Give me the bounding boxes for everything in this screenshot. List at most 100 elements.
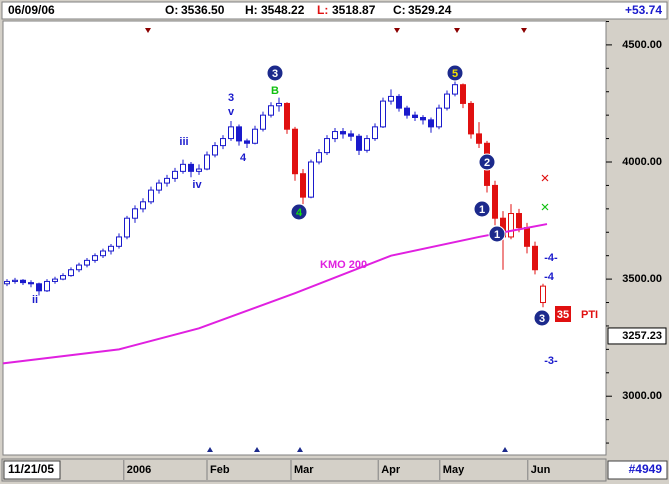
candle-body (300, 173, 306, 198)
plot-area (2, 20, 607, 456)
candle-body (44, 280, 50, 292)
candle-body (244, 140, 250, 144)
top-markers (145, 28, 527, 33)
candle-body (348, 133, 354, 137)
candle-body (76, 264, 82, 271)
y-axis-panel (607, 21, 667, 455)
candle-body (172, 170, 178, 179)
candle-body (284, 102, 290, 130)
candle-body (460, 84, 466, 104)
high-value: 3548.22 (261, 3, 305, 17)
candle-body (212, 145, 218, 156)
x-tick-label: 2006 (127, 464, 151, 476)
x-tick-label: Apr (381, 464, 401, 476)
high-label: H: (245, 3, 258, 17)
candle-body (452, 84, 458, 95)
open-label: O: (165, 3, 178, 17)
candle-body (428, 119, 434, 128)
close-label: C: (393, 3, 406, 17)
wave-label: -4- (544, 252, 558, 264)
wave-label: ii (32, 294, 38, 306)
wave-circle (473, 200, 491, 218)
candle-body (316, 152, 322, 163)
x-tick-label: Mar (294, 464, 314, 476)
low-label: L: (317, 3, 328, 17)
open-value: 3536.50 (181, 3, 225, 17)
candle-body (468, 102, 474, 135)
candle-body (84, 259, 90, 266)
candle-body (364, 138, 370, 151)
candle-body (52, 278, 58, 282)
candle-body (180, 163, 186, 172)
wave-label: 3 (228, 92, 234, 104)
candle-body (28, 282, 34, 285)
price-marker-box (607, 327, 667, 345)
candle-body (388, 95, 394, 102)
candle-body (196, 168, 202, 172)
wave-label: B (271, 85, 279, 97)
candle-body (100, 250, 106, 257)
wave-label: v (228, 106, 235, 118)
candle-body (340, 131, 346, 135)
wave-label: PTI (581, 309, 598, 321)
candle-body (228, 126, 234, 140)
y-tick-label: 4500.00 (622, 39, 662, 51)
candle-body (124, 217, 130, 238)
signal-marks (541, 174, 549, 211)
candle-body (524, 227, 530, 247)
start-date: 11/21/05 (8, 462, 54, 476)
low-value: 3518.87 (332, 3, 376, 17)
header-bar (1, 1, 668, 20)
wave-label: 3 (539, 313, 545, 325)
y-tick-label: 3000.00 (622, 390, 662, 402)
candle-body (276, 102, 282, 107)
start-date-box (3, 460, 61, 480)
candle-body (420, 116, 426, 121)
candle-body (12, 279, 18, 282)
candle-body (68, 269, 74, 277)
moving-average-line (2, 223, 548, 365)
candle-body (268, 105, 274, 116)
candle-body (356, 135, 362, 151)
candle-body (508, 213, 514, 238)
bar-count: #4949 (629, 462, 663, 476)
wave-label: 1 (494, 229, 500, 241)
wave-label: 35 (557, 309, 569, 321)
candle-body (324, 138, 330, 154)
candle-body (292, 128, 298, 175)
candle-body (492, 184, 498, 219)
wave-label: 1 (479, 204, 485, 216)
candle-body (332, 131, 338, 140)
x-tick-label: Jun (531, 464, 551, 476)
y-tick-label: 3500.00 (622, 273, 662, 285)
close-value: 3529.24 (408, 3, 452, 17)
change-value: +53.74 (625, 3, 662, 17)
candle-body (252, 128, 258, 144)
candle-body (60, 275, 66, 280)
wave-label: 2 (484, 157, 490, 169)
candle-body (396, 95, 402, 109)
candle-body (204, 154, 210, 170)
wave-label: 4 (296, 207, 303, 219)
wave-label: iii (179, 136, 188, 148)
candle-body (116, 236, 122, 247)
footer-bar (1, 458, 607, 482)
candle-body (36, 283, 42, 292)
candle-body (148, 189, 154, 203)
candle-body (532, 245, 538, 271)
label-box (555, 306, 571, 322)
wave-circle (290, 203, 308, 221)
candle-body (372, 126, 378, 140)
candle-body (404, 107, 410, 116)
candle-body (92, 255, 98, 261)
wave-label: 3 (272, 68, 278, 80)
candle-body (444, 93, 450, 109)
wave-circle (478, 153, 496, 171)
candle-body (260, 114, 266, 130)
candle-body (4, 280, 10, 285)
wave-label: 4 (240, 152, 247, 164)
wave-label: -3- (544, 355, 558, 367)
wave-label: iv (192, 179, 202, 191)
